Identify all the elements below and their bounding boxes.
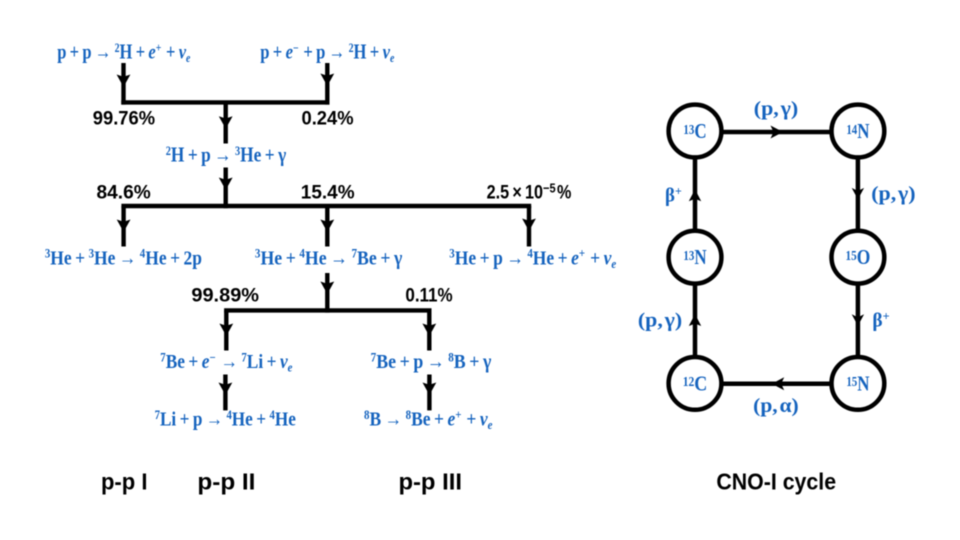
svg-text:(p, γ): (p, γ)	[638, 308, 682, 331]
svg-text:(p, γ): (p, γ)	[871, 182, 915, 205]
svg-text:14N: 14N	[846, 120, 869, 143]
svg-text:3He + 3He → 4He + 2p: 3He + 3He → 4He + 2p	[45, 247, 202, 270]
svg-text:0.24%: 0.24%	[301, 107, 353, 128]
svg-text:(p, γ): (p, γ)	[754, 97, 798, 120]
svg-text:p + p → 2H + e+ + νe: p + p → 2H + e+ + νe	[57, 41, 192, 66]
svg-text:p-p II: p-p II	[197, 469, 255, 496]
svg-text:15N: 15N	[846, 373, 869, 396]
svg-text:0.11%: 0.11%	[405, 284, 452, 305]
svg-text:99.89%: 99.89%	[191, 285, 259, 306]
svg-text:2.5 × 10−5 %: 2.5 × 10−5 %	[487, 181, 572, 203]
svg-text:13N: 13N	[683, 247, 706, 270]
svg-text:7Be + e− → 7Li + νe: 7Be + e− → 7Li + νe	[160, 351, 294, 375]
svg-text:(p, α): (p, α)	[753, 393, 798, 416]
svg-text:CNO-I cycle: CNO-I cycle	[716, 469, 836, 495]
svg-text:13C: 13C	[683, 120, 706, 143]
svg-text:12C: 12C	[683, 373, 708, 396]
svg-text:p + e− + p → 2H + νe: p + e− + p → 2H + νe	[260, 41, 396, 66]
svg-text:3He + p → 4He + e+ + νe: 3He + p → 4He + e+ + νe	[449, 247, 617, 271]
svg-text:3He + 4He → 7Be + γ: 3He + 4He → 7Be + γ	[255, 246, 403, 270]
svg-text:p-p I: p-p I	[101, 468, 147, 495]
svg-text:2H + p → 3He + γ: 2H + p → 3He + γ	[166, 144, 286, 167]
svg-text:15.4%: 15.4%	[301, 183, 355, 204]
svg-text:p-p III: p-p III	[398, 470, 462, 496]
svg-text:7Li + p → 4He + 4He: 7Li + p → 4He + 4He	[155, 408, 296, 431]
svg-text:84.6%: 84.6%	[97, 183, 151, 204]
svg-text:99.76%: 99.76%	[93, 107, 156, 128]
svg-text:8B → 8Be + e+ + νe: 8B → 8Be + e+ + νe	[364, 408, 494, 432]
svg-text:15O: 15O	[846, 247, 871, 270]
svg-text:7Be + p → 8B + γ: 7Be + p → 8B + γ	[371, 350, 492, 373]
